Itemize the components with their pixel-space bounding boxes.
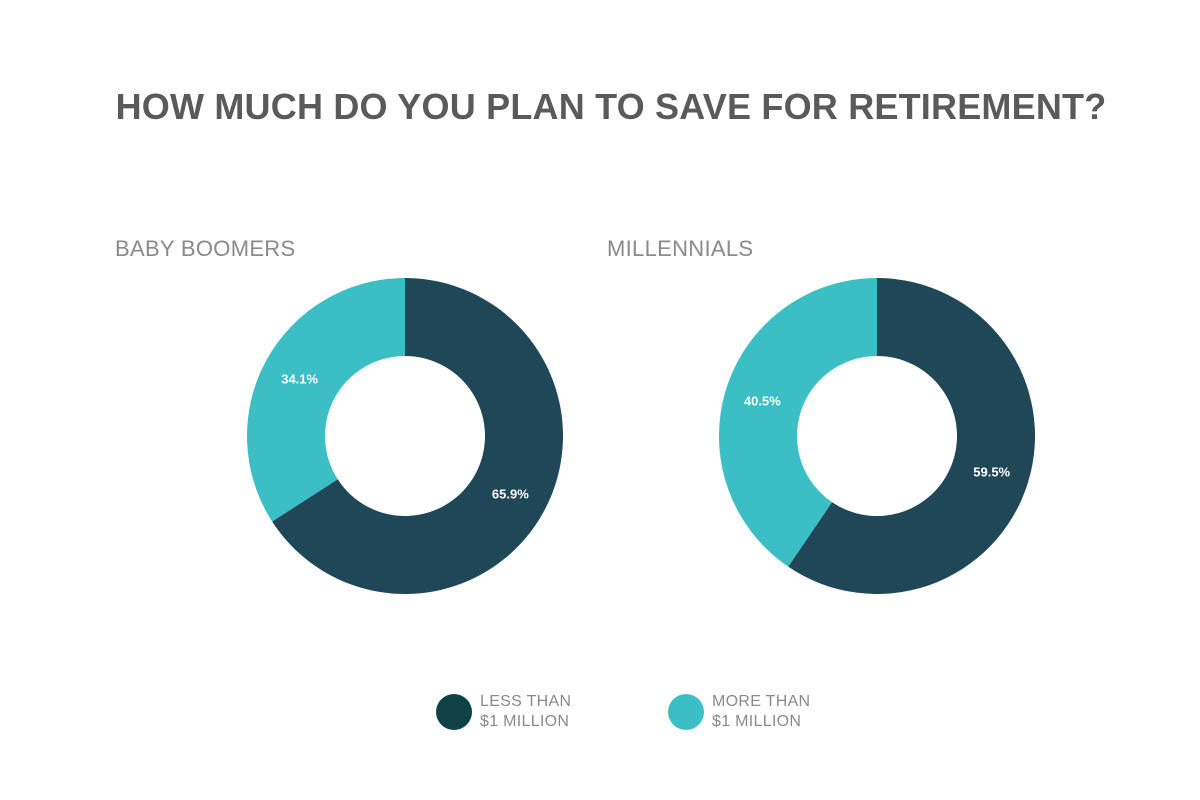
legend-label-more: MORE THAN $1 MILLION [712,692,872,732]
data-label-baby-boomers-less-than-1-million: 65.9% [492,486,529,501]
legend-swatch-more [668,694,704,730]
data-label-millennials-more-than-1-million: 40.5% [744,394,781,409]
chart-title-baby-boomers: BABY BOOMERS [115,236,296,261]
slice-baby-boomers-more-than-1-million [247,278,405,522]
legend-label-less-line2: $1 MILLION [480,713,570,730]
chart-title: HOW MUCH DO YOU PLAN TO SAVE FOR RETIREM… [115,86,1107,127]
chart-title-millennials: MILLENNIALS [607,236,754,261]
slice-millennials-more-than-1-million [719,278,877,567]
slice-baby-boomers-less-than-1-million [272,278,563,595]
data-label-baby-boomers-more-than-1-million: 34.1% [281,372,318,387]
legend-label-more-line2: $1 MILLION [712,713,802,730]
legend-label-less-line1: LESS THAN [480,693,572,710]
legend-label-less: LESS THAN $1 MILLION [480,692,640,732]
data-label-millennials-less-than-1-million: 59.5% [973,464,1010,479]
legend-label-more-line1: MORE THAN [712,693,811,710]
legend-swatch-less [436,694,472,730]
slice-millennials-less-than-1-million [788,278,1035,594]
